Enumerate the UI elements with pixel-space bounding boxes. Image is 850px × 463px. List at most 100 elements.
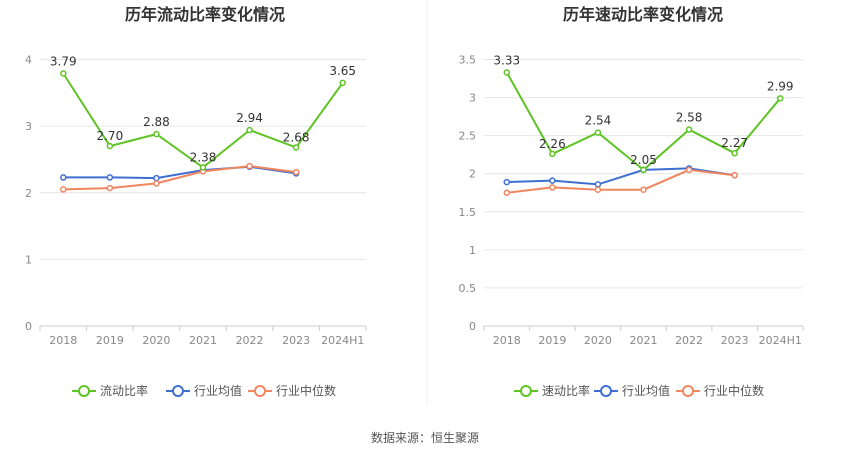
y-tick-label: 2 (469, 168, 476, 181)
legend-marker (682, 385, 694, 397)
series-line-median (506, 168, 735, 194)
data-label: 2.68 (283, 130, 310, 144)
data-point-main (339, 79, 346, 87)
series-main (503, 69, 784, 174)
series-median (60, 162, 300, 193)
y-tick-label: 1 (469, 244, 476, 257)
data-point-avg (153, 174, 160, 182)
data-label: 3.33 (493, 53, 520, 67)
y-tick-label: 0 (469, 320, 476, 333)
data-label: 2.88 (143, 115, 170, 129)
data-point-median (731, 171, 738, 179)
legend-label: 速动比率 (542, 383, 590, 398)
y-tick-label: 2 (25, 187, 32, 200)
chart-1: 历年流动比率变化情况 0 1 2 3 4 2018 2019 2020 2021 2022 2023 2… (25, 5, 367, 398)
data-point-main (292, 144, 300, 151)
data-label: 2.58 (676, 111, 703, 125)
legend-marker (78, 385, 90, 397)
data-point-median (503, 189, 511, 196)
data-point-median (106, 184, 114, 192)
data-point-main (199, 164, 207, 171)
legend-marker (520, 385, 532, 397)
legend-item-median: 行业中位数 (676, 383, 764, 398)
legend-label: 行业均值 (622, 383, 670, 398)
data-point-median (685, 166, 693, 174)
series-line-avg (506, 167, 735, 186)
x-tick-label: 2022 (236, 334, 264, 347)
data-point-main (594, 129, 602, 136)
legend-label: 行业均值 (194, 383, 242, 398)
data-point-main (60, 70, 67, 77)
data-point-median (153, 180, 160, 187)
data-point-avg (549, 177, 556, 184)
y-tick-label: 1.5 (459, 206, 477, 219)
x-tick-label: 2019 (96, 334, 124, 347)
data-point-main (153, 130, 160, 138)
data-label: 2.26 (539, 137, 566, 151)
source-text: 数据来源：恒生聚源 (371, 430, 479, 445)
data-point-main (685, 126, 693, 133)
x-tick-label: 2018 (49, 334, 77, 347)
y-tick-label: 4 (25, 54, 32, 67)
data-point-median (594, 186, 602, 193)
y-tick-label: 2.5 (459, 130, 477, 143)
chart-2: 历年速动比率变化情况 0 0.5 1 1.5 2 2.5 3 3.5 2018 2019 2020 20… (459, 5, 804, 398)
data-point-avg (503, 178, 511, 186)
series-avg (503, 165, 738, 188)
data-point-median (549, 184, 556, 191)
x-tick-label: 2021 (189, 334, 217, 347)
legend-marker (254, 385, 266, 397)
y-tick-label: 1 (25, 253, 32, 266)
y-tick-label: 3 (469, 92, 476, 105)
x-tick-label: 2024H1 (321, 334, 364, 347)
legend-label: 行业中位数 (704, 383, 764, 398)
x-tick-label: 2023 (282, 334, 310, 347)
chart-title: 历年速动比率变化情况 (563, 5, 723, 24)
data-point-main (731, 149, 738, 157)
data-point-median (60, 186, 67, 193)
legend-marker (172, 385, 184, 397)
y-tick-label: 0.5 (459, 282, 477, 295)
data-point-median (246, 162, 253, 170)
y-tick-label: 3 (25, 120, 32, 133)
legend-item-main: 速动比率 (514, 383, 590, 398)
data-point-median (292, 168, 300, 176)
data-label: 2.99 (767, 79, 794, 93)
data-point-main (106, 142, 114, 150)
chart-title: 历年流动比率变化情况 (125, 5, 285, 24)
data-point-avg (594, 181, 602, 188)
data-point-main (549, 150, 556, 158)
series-main (60, 70, 346, 171)
legend-item-avg: 行业均值 (166, 383, 242, 398)
y-tick-label: 0 (25, 320, 32, 333)
data-label: 2.70 (96, 129, 123, 143)
data-point-main (246, 126, 253, 134)
data-label: 3.65 (329, 64, 356, 78)
data-label: 2.27 (721, 136, 748, 150)
data-point-main (640, 166, 647, 174)
data-label: 2.05 (630, 153, 657, 167)
data-point-avg (106, 174, 114, 181)
data-label: 2.54 (585, 114, 612, 128)
legend-item-main: 流动比率 (72, 383, 148, 398)
series-median (503, 166, 738, 196)
data-label: 2.38 (190, 150, 217, 164)
legend-item-median: 行业中位数 (248, 383, 336, 398)
data-point-main (776, 95, 784, 102)
legend-label: 流动比率 (100, 383, 148, 398)
x-tick-label: 2022 (675, 334, 703, 347)
data-label: 2.94 (236, 111, 263, 125)
x-tick-label: 2020 (142, 334, 170, 347)
legend-marker (600, 385, 612, 397)
legend-label: 行业中位数 (276, 383, 336, 398)
data-point-median (640, 186, 647, 193)
legend-item-avg: 行业均值 (594, 383, 670, 398)
x-tick-label: 2020 (584, 334, 612, 347)
series-line-median (63, 165, 297, 191)
x-tick-label: 2018 (493, 334, 521, 347)
data-point-avg (60, 174, 67, 181)
x-tick-label: 2023 (721, 334, 749, 347)
x-tick-label: 2019 (538, 334, 566, 347)
